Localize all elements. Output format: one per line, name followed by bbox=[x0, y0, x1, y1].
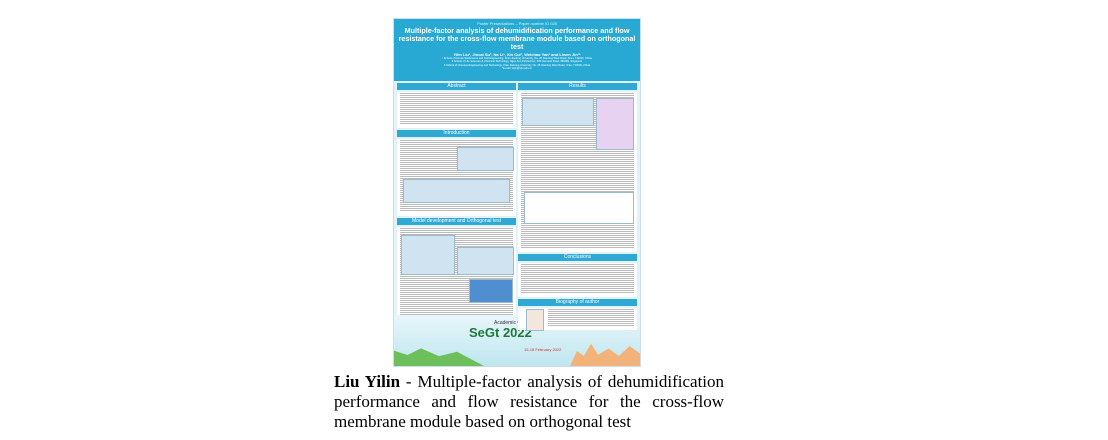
poster-authors: Yilin Liu¹, Jincai Su², Na Li³, Xin Cui²… bbox=[453, 52, 581, 57]
poster-affiliation: 3 School of Chemical Engineering and Tec… bbox=[443, 63, 591, 67]
poster-title: Multiple-factor analysis of dehumidifica… bbox=[398, 26, 636, 51]
section-conclusions: Conclusions bbox=[518, 254, 637, 261]
section-results: Results bbox=[518, 83, 637, 90]
poster-affiliation: 2 School of Life Sciences & Chemical Tec… bbox=[451, 60, 583, 64]
poster-affiliation: ¹ School of Human Settlements and Civil … bbox=[442, 57, 592, 60]
conference-logo: SeGt 2022 bbox=[469, 325, 532, 340]
conference-dates: 15-18 February 2022 bbox=[524, 347, 562, 352]
caption-author: Liu Yilin bbox=[334, 372, 401, 391]
poster-session: Poster Presentations – Paper number ID 0… bbox=[477, 21, 557, 26]
poster-email: *E-mail: lwjin@xjtu.edu.cn bbox=[501, 67, 533, 71]
section-biography: Biography of author bbox=[518, 299, 637, 306]
poster-image: Poster Presentations – Paper number ID 0… bbox=[393, 18, 641, 367]
caption-title: - Multiple-factor analysis of dehumidifi… bbox=[334, 372, 725, 431]
poster-caption: Liu Yilin - Multiple-factor analysis of … bbox=[334, 372, 724, 432]
poster-header: Poster Presentations – Paper number ID 0… bbox=[394, 19, 640, 81]
poster-left-column: Abstract Introduction Model development … bbox=[397, 83, 516, 325]
section-abstract: Abstract bbox=[397, 83, 516, 90]
poster-right-column: Results Conclusions Biography of author bbox=[518, 83, 637, 332]
section-introduction: Introduction bbox=[397, 130, 516, 137]
section-model: Model development and Orthogonal test bbox=[397, 218, 516, 225]
